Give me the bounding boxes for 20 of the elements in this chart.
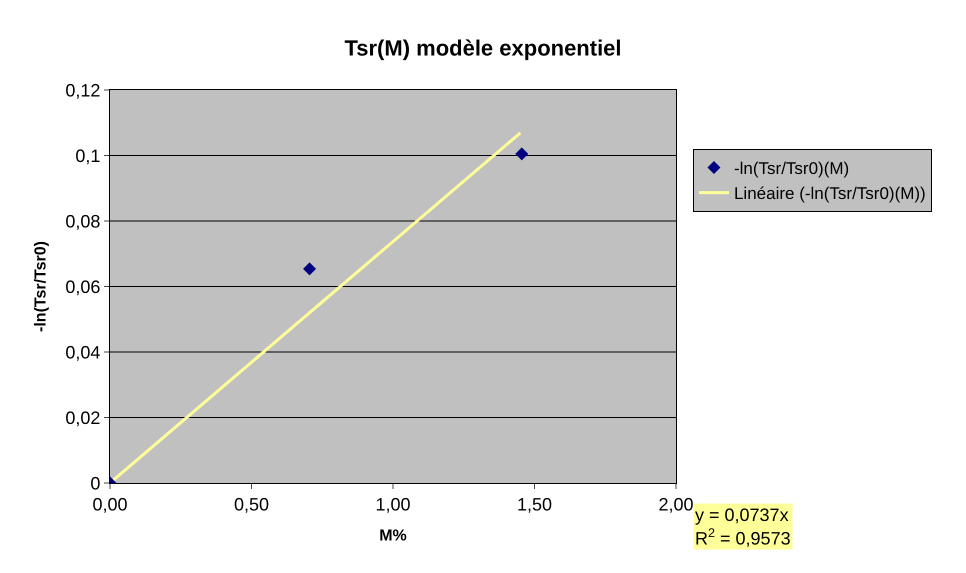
x-tick-label: 1,50 bbox=[516, 494, 552, 515]
x-axis-title: M% bbox=[379, 527, 407, 544]
y-tick-label: 0,06 bbox=[65, 276, 100, 297]
y-tick-label: 0,04 bbox=[65, 342, 100, 362]
point bbox=[515, 147, 528, 160]
y-tick-label: 0,08 bbox=[65, 211, 100, 232]
text: y = 0,0737x R$^{2}$ = 0,9573 bbox=[695, 505, 791, 548]
point bbox=[303, 262, 316, 276]
y-tick-label: 0,12 bbox=[65, 80, 100, 100]
y-tick-label: 0 bbox=[90, 473, 100, 494]
y-tick-label: 0,1 bbox=[75, 146, 100, 166]
x-tick-label: 2,00 bbox=[658, 494, 694, 515]
x-tick-label: 0,50 bbox=[234, 494, 270, 515]
x-tick-label: 1,00 bbox=[375, 494, 411, 515]
chart-title: Tsr(M) modèle exponentiel bbox=[344, 36, 622, 61]
y-axis-title: -ln(Tsr/Tsr0) bbox=[32, 241, 50, 332]
x-tick-label: 0,00 bbox=[92, 494, 128, 515]
legend-label: -ln(Tsr/Tsr0)(M) bbox=[734, 159, 850, 178]
y-tick-label: 0,02 bbox=[65, 408, 100, 428]
legend-label: Linéaire (-ln(Tsr/Tsr0)(M)) bbox=[734, 184, 926, 204]
